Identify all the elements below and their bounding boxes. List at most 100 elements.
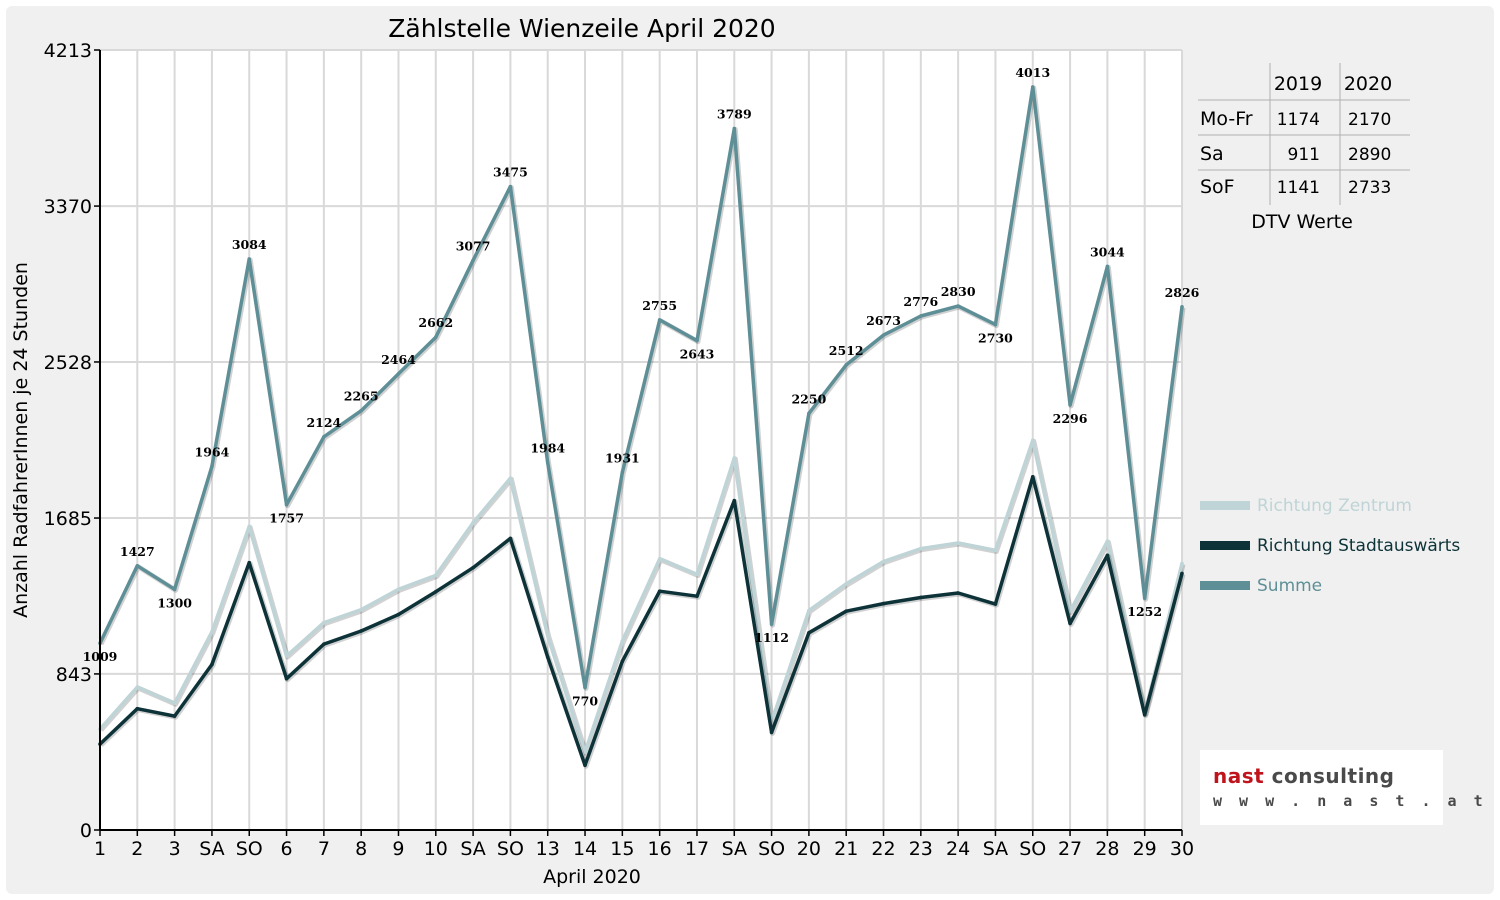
x-tick-label: SO: [758, 838, 785, 860]
data-point: [881, 333, 886, 337]
y-tick-label: 2528: [44, 352, 92, 374]
y-tick-label: 1685: [44, 508, 92, 530]
data-label: 2464: [381, 352, 416, 367]
x-tick-label: 13: [536, 838, 560, 860]
data-point: [732, 498, 737, 503]
data-point: [919, 595, 923, 600]
x-tick-label: 28: [1095, 838, 1119, 860]
data-point: [508, 536, 513, 541]
data-point: [471, 258, 475, 263]
data-point: [172, 587, 177, 592]
data-point: [433, 335, 438, 339]
company-logo: nast consulting w w w . n a s t . a t: [1200, 750, 1483, 825]
y-tick-label: 843: [56, 664, 92, 686]
x-tick-label: SA: [199, 838, 224, 860]
data-label: 3077: [456, 238, 491, 253]
y-tick-label: 4213: [44, 40, 92, 62]
data-point: [844, 363, 849, 367]
data-point: [322, 620, 326, 625]
table-row-label: Mo-Fr: [1200, 108, 1253, 130]
y-tick-label: 0: [80, 820, 92, 842]
legend-swatch-stadtauswaerts: [1200, 541, 1250, 550]
x-axis-label: April 2020: [543, 866, 641, 888]
dtv-table: 2019 2020 Mo-Fr 1174 2170 Sa 911 2890 So…: [1198, 63, 1410, 233]
data-point: [284, 654, 289, 658]
data-point: [433, 589, 438, 594]
data-label: 2673: [866, 313, 901, 328]
x-tick-label: 7: [318, 838, 330, 860]
x-tick-label: 17: [685, 838, 709, 860]
data-label: 1300: [157, 595, 192, 610]
x-tick-label: SA: [983, 838, 1008, 860]
data-label: 1427: [120, 544, 155, 559]
data-point: [993, 548, 998, 553]
data-point: [210, 464, 214, 469]
data-point: [359, 408, 363, 413]
data-label: 1984: [530, 441, 565, 456]
data-point: [247, 524, 252, 529]
legend: Richtung Zentrum Richtung Stadtauswärts …: [1200, 496, 1460, 596]
data-point: [769, 622, 774, 626]
data-point: [508, 476, 513, 481]
data-point: [956, 304, 960, 308]
x-tick-label: SA: [460, 838, 485, 860]
data-point: [545, 633, 550, 638]
chart-title: Zählstelle Wienzeile April 2020: [388, 14, 775, 43]
x-tick-label: 14: [573, 838, 597, 860]
data-point: [695, 338, 699, 343]
data-point: [881, 601, 886, 606]
logo-word-nast: nast: [1213, 764, 1265, 788]
data-point: [247, 257, 252, 261]
data-point: [695, 594, 699, 598]
data-point: [396, 372, 401, 376]
data-point: [1105, 553, 1110, 558]
data-point: [844, 581, 849, 586]
data-point: [657, 556, 662, 561]
table-row-label: Sa: [1200, 143, 1224, 165]
data-point: [695, 572, 699, 577]
logo-wordmark: nast consulting: [1213, 764, 1394, 788]
data-point: [210, 630, 214, 634]
y-axis-label: Anzahl RadfahrerInnen je 24 Stunden: [10, 262, 32, 618]
data-point: [471, 520, 475, 525]
data-point: [1030, 438, 1035, 443]
data-point: [322, 434, 326, 439]
data-point: [657, 589, 662, 593]
data-label: 2755: [642, 298, 677, 313]
data-label: 770: [572, 693, 598, 708]
series-line-2: [98, 85, 1184, 690]
data-point: [956, 591, 960, 595]
x-tick-label: 8: [355, 838, 367, 860]
data-point: [807, 608, 811, 613]
data-point: [545, 655, 550, 659]
data-point: [993, 602, 998, 606]
x-tick-label: 6: [281, 838, 293, 860]
x-tick-label: 30: [1170, 838, 1194, 860]
data-point: [583, 763, 587, 768]
data-point: [620, 639, 625, 643]
data-point: [1030, 85, 1035, 89]
x-tick-label: 9: [392, 838, 404, 860]
data-point: [284, 676, 289, 681]
table-cell: 1174: [1277, 110, 1320, 130]
data-point: [322, 642, 326, 646]
data-label: 2730: [978, 331, 1013, 346]
data-label: 1252: [1127, 604, 1162, 619]
data-point: [1180, 561, 1184, 566]
data-label: 2830: [941, 284, 976, 299]
data-label: 1757: [269, 511, 304, 526]
data-point: [769, 730, 774, 735]
data-point: [1142, 596, 1147, 601]
data-point: [1180, 304, 1184, 309]
data-point: [620, 470, 625, 475]
data-point: [210, 662, 214, 667]
data-point: [359, 629, 363, 633]
table-cell: 2733: [1348, 178, 1391, 198]
x-tick-label: SO: [1019, 838, 1046, 860]
logo-url: w w w . n a s t . a t: [1213, 792, 1487, 810]
data-point: [471, 565, 475, 570]
data-point: [172, 701, 177, 705]
data-point: [1068, 609, 1072, 614]
data-point: [1068, 403, 1072, 407]
